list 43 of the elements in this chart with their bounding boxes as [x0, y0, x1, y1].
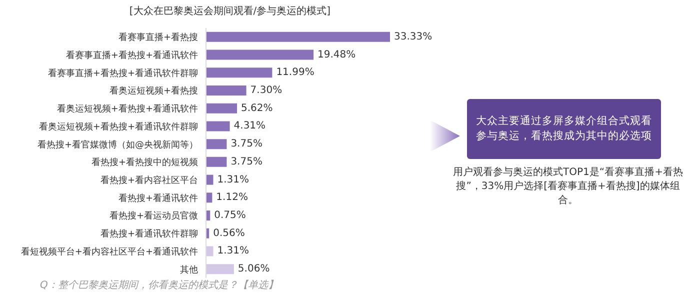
bar: [206, 32, 390, 42]
data-label: 5.06%: [238, 264, 270, 275]
data-label: 5.62%: [241, 102, 273, 114]
bar: [206, 156, 227, 167]
y-tick-label: 其他: [180, 264, 198, 276]
bar: [206, 68, 272, 78]
data-label: 33.33%: [394, 31, 432, 42]
bar: [206, 86, 246, 96]
y-tick-label: 看热搜+看官媒微博（如@央视新闻等）: [37, 139, 198, 150]
data-label: 7.30%: [250, 85, 282, 96]
data-label: 3.75%: [230, 156, 262, 168]
y-tick-label: 看热搜+看通讯软件: [118, 192, 198, 204]
data-label: 11.99%: [276, 67, 314, 78]
data-label: 19.48%: [318, 49, 356, 60]
bar: [206, 174, 214, 185]
bar: [206, 139, 227, 150]
y-tick-label: 看奥运短视频+看热搜: [109, 86, 198, 97]
text: Q：整个巴黎奥运期间，你看奥运的模式是？【单选】: [40, 278, 278, 292]
y-tick-label: 看热搜+看内容社区平台: [100, 174, 198, 186]
y-tick-label: 看赛事直播+看热搜: [118, 32, 198, 44]
y-tick-label: 看热搜+看热搜中的短视频: [91, 157, 198, 168]
text: 大众主要通过多屏多媒介组合式观看参与奥运，看热搜成为其中的必选项: [467, 99, 661, 159]
y-tick-label: 看赛事直播+看热搜+看通讯软件群聊: [48, 68, 198, 79]
chart-title: [大众在巴黎奥运会期间观看/参与奥运的模式]: [128, 4, 332, 18]
data-label: 1.31%: [217, 174, 250, 186]
data-label: 3.75%: [230, 138, 262, 150]
data-label: 1.12%: [216, 192, 248, 204]
bar: [206, 246, 214, 256]
y-tick-label: 看短视频平台+看内容社区平台+看通讯软件: [20, 246, 198, 258]
bar: [206, 121, 230, 132]
y-tick-label: 看奥运短视频+看热搜+看通讯软件群聊: [38, 121, 198, 132]
y-tick-label: 看热搜+看通讯软件群聊: [100, 228, 198, 240]
data-label: 4.31%: [234, 120, 266, 132]
data-label: 0.75%: [214, 210, 246, 221]
y-tick-label: 看热搜+看运动员官微: [109, 210, 198, 222]
y-tick-label: 看奥运短视频+看热搜+看通讯软件: [56, 104, 198, 115]
bar: [206, 103, 238, 114]
data-label: 0.56%: [213, 228, 245, 239]
bar: [206, 50, 314, 60]
text: 用户观看参与奥运的模式TOP1是“看赛事直播+看热搜”，33%用户选择[看赛事直播+看热搜]的媒体组合。: [452, 166, 684, 208]
data-label: 1.31%: [217, 246, 250, 257]
y-tick-label: 看赛事直播+看热搜+看通讯软件: [66, 50, 198, 61]
bar: [206, 264, 234, 274]
